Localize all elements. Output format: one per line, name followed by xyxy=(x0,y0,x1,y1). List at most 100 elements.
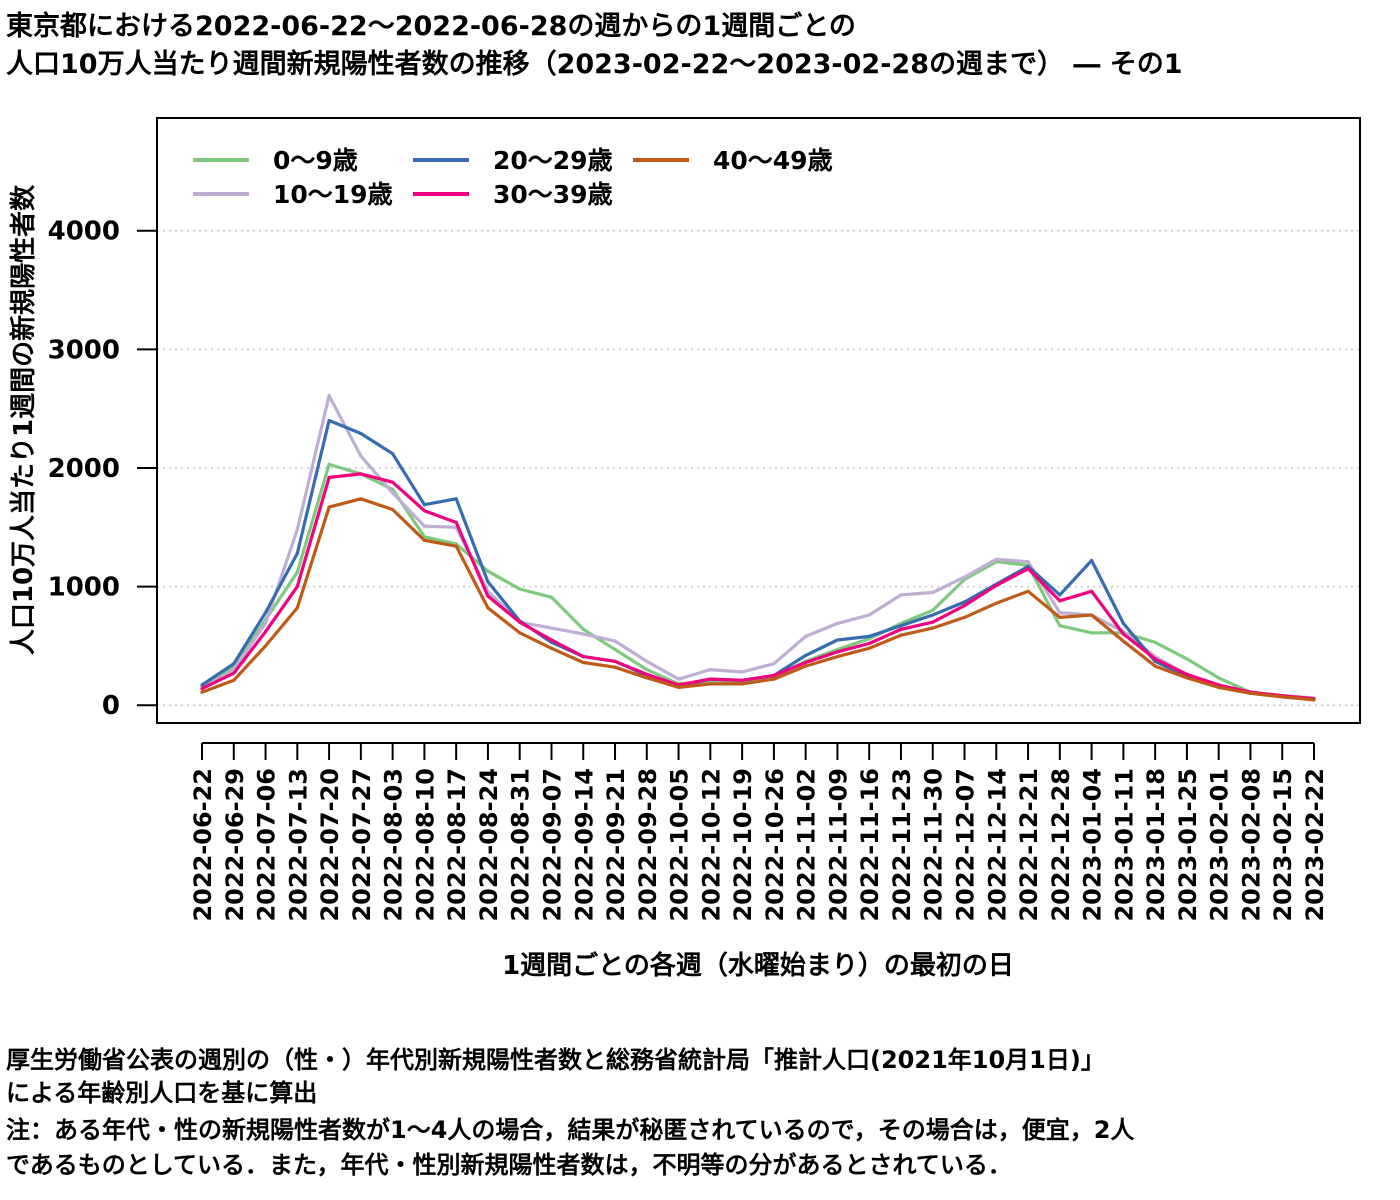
data-point xyxy=(772,677,776,681)
data-point xyxy=(518,620,522,624)
data-point xyxy=(1058,624,1062,628)
data-point xyxy=(486,606,490,610)
data-point xyxy=(422,538,426,542)
data-point xyxy=(1090,589,1094,593)
data-point xyxy=(804,664,808,668)
data-point xyxy=(263,611,268,615)
data-point xyxy=(486,569,490,573)
x-tick-label: 2022-08-31 xyxy=(507,768,535,922)
data-point xyxy=(645,676,649,680)
data-point xyxy=(232,662,236,666)
source-note-line1: 厚生労働省公表の週別の（性・）年代別新規陽性者数と総務省統計局「推計人口(202… xyxy=(6,1046,1105,1074)
data-point xyxy=(1153,640,1157,644)
x-tick-label: 2022-11-23 xyxy=(888,768,916,922)
x-axis: 2022-06-22 2022-06-29 2022-07-06 2022-07-13… xyxy=(189,742,1329,922)
data-point xyxy=(1058,599,1062,603)
data-point xyxy=(1121,621,1125,625)
y-tick-label: 3000 xyxy=(48,335,120,365)
x-tick-label: 2022-09-14 xyxy=(570,768,598,922)
data-point xyxy=(867,646,871,650)
data-point xyxy=(645,659,649,663)
y-tick-label: 0 xyxy=(102,691,120,721)
chart-title-line1: 東京都における2022-06-22～2022-06-28の週からの1週間ごとの xyxy=(6,11,856,42)
x-tick-label: 2022-08-03 xyxy=(380,768,408,922)
data-point xyxy=(613,659,617,663)
data-point xyxy=(200,690,204,694)
data-point xyxy=(391,507,395,512)
data-point xyxy=(263,621,268,625)
series-lines xyxy=(200,393,1316,702)
data-point xyxy=(1280,695,1284,699)
data-point xyxy=(1153,664,1157,668)
series-3 xyxy=(200,418,1316,701)
data-point xyxy=(1248,691,1253,695)
data-point xyxy=(962,600,967,604)
legend-item: 40～49歳 xyxy=(633,146,833,175)
data-point xyxy=(391,480,395,484)
source-note-line2: による年齢別人口を基に算出 xyxy=(6,1079,318,1107)
data-point xyxy=(994,557,998,561)
series-line xyxy=(201,472,1315,701)
data-point xyxy=(200,686,204,691)
data-point xyxy=(422,503,426,507)
data-point xyxy=(549,638,554,642)
data-point xyxy=(327,505,331,509)
data-point xyxy=(486,594,490,598)
legend: 0～9歳 10～19歳 20～29歳 30～39歳 40～49歳 xyxy=(193,146,833,209)
x-tick-label: 2022-08-17 xyxy=(443,768,471,922)
data-point xyxy=(1026,589,1030,593)
series-5 xyxy=(200,497,1316,702)
x-tick-label: 2022-07-06 xyxy=(253,768,281,922)
data-point xyxy=(931,620,935,624)
data-point xyxy=(708,682,712,686)
x-tick-label: 2022-07-27 xyxy=(348,768,376,922)
data-point xyxy=(645,672,649,676)
legend-label: 20～29歳 xyxy=(493,146,613,175)
data-point xyxy=(1090,558,1094,563)
x-tick-label: 2022-11-30 xyxy=(920,768,948,922)
x-tick-label: 2022-11-02 xyxy=(793,768,821,922)
data-point xyxy=(613,639,617,643)
data-point xyxy=(232,678,236,682)
data-point xyxy=(295,551,299,555)
data-point xyxy=(708,668,712,672)
legend-item: 30～39歳 xyxy=(413,180,613,209)
data-point xyxy=(1090,631,1094,635)
data-point xyxy=(549,646,554,650)
data-point xyxy=(486,580,490,584)
data-point xyxy=(1026,567,1030,571)
data-point xyxy=(1121,632,1125,636)
data-point xyxy=(740,670,744,674)
y-axis-label: 人口10万人当たり1週間の新規陽性者数 xyxy=(8,184,39,655)
x-tick-label: 2023-02-08 xyxy=(1237,768,1265,922)
data-point xyxy=(867,613,871,617)
x-tick-label: 2022-10-26 xyxy=(761,768,789,922)
data-point xyxy=(359,454,363,458)
data-point xyxy=(359,497,363,501)
x-tick-label: 2022-11-16 xyxy=(856,768,884,922)
data-point xyxy=(835,654,840,659)
data-point xyxy=(454,544,458,548)
data-point xyxy=(549,595,554,599)
data-point xyxy=(1058,615,1062,620)
x-tick-label: 2022-09-21 xyxy=(602,768,630,922)
x-tick-label: 2023-02-01 xyxy=(1206,768,1234,922)
x-tick-label: 2023-02-22 xyxy=(1301,768,1329,922)
data-point xyxy=(772,673,776,678)
x-tick-label: 2022-06-29 xyxy=(221,768,249,922)
data-point xyxy=(454,497,458,501)
data-point xyxy=(295,584,299,589)
data-point xyxy=(518,631,522,635)
x-tick-label: 2022-07-20 xyxy=(316,768,344,922)
data-point xyxy=(359,431,363,436)
data-point xyxy=(549,626,554,630)
data-point xyxy=(327,475,331,480)
data-point xyxy=(899,633,903,637)
y-tick-label: 1000 xyxy=(48,573,120,603)
data-point xyxy=(804,653,808,657)
legend-label: 40～49歳 xyxy=(713,146,833,175)
y-tick-label: 2000 xyxy=(48,454,120,484)
data-point xyxy=(295,606,299,610)
data-point xyxy=(1058,593,1062,597)
x-tick-label: 2023-01-04 xyxy=(1079,768,1107,922)
